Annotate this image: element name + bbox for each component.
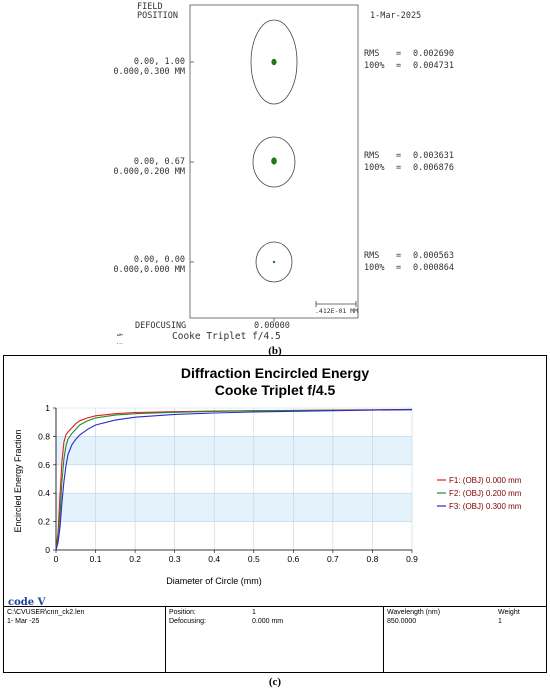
x-axis-label: Diameter of Circle (mm) xyxy=(166,576,262,586)
field-2-rms-value: 0.003631 xyxy=(413,151,454,161)
footer-divider-1 xyxy=(165,606,166,672)
footer-defocusing-label: Defocusing: xyxy=(169,618,206,625)
footer-wavelength-value: 850.0000 xyxy=(387,618,417,625)
field-1-angle: 0.00, 1.00 xyxy=(134,57,185,67)
footer-weight-value: 1 xyxy=(498,618,502,625)
field-3-airy-ellipse xyxy=(255,241,293,283)
x-tick-label: 0.8 xyxy=(367,554,379,564)
lens-title: Cooke Triplet f/4.5 xyxy=(172,331,281,342)
series-line-f3 xyxy=(55,409,413,551)
field-3-angle: 0.00, 0.00 xyxy=(134,255,185,265)
y-tick-label: 0.2 xyxy=(38,517,50,527)
x-tick-label: 0.3 xyxy=(169,554,181,564)
plot-band xyxy=(56,493,412,522)
x-tick-label: 0.5 xyxy=(248,554,260,564)
footer-defocusing-value: 0.000 mm xyxy=(252,618,284,625)
field-2-spot xyxy=(271,157,277,165)
footer-wavelength-label: Wavelength (nm) xyxy=(387,609,441,616)
field-2-airy-ellipse xyxy=(252,136,296,188)
field-3-pct-value: 0.000864 xyxy=(413,263,454,273)
caption-b: (b) xyxy=(268,345,282,357)
y-axis-label: Encircled Energy Fraction xyxy=(13,429,23,532)
spot-date: 1-Mar-2025 xyxy=(370,11,421,21)
footer-date: 1- Mar -25 xyxy=(7,618,40,625)
plot-ticks: 0 0.1 0.2 0.3 0.4 0.5 0.6 0.7 0.8 0.9 0 0.2 0.4 0.6 0.… xyxy=(38,403,418,564)
field-1-airy-ellipse xyxy=(250,19,298,105)
footer-file: C:\CVUSER\cnn_ck2.len xyxy=(7,609,85,616)
field-2-angle: 0.00, 0.67 xyxy=(134,157,185,167)
encircled-energy-panel: Diffraction Encircled Energy Cooke Tripl… xyxy=(3,355,547,673)
field-2-height: 0.000,0.200 MM xyxy=(113,167,185,177)
field-3-spot xyxy=(272,260,276,264)
legend: F1: (OBJ) 0.000 mm F2: (OBJ) 0.200 mm F3: … xyxy=(437,476,522,511)
x-tick-label: 0.2 xyxy=(129,554,141,564)
plot-band xyxy=(56,521,412,550)
y-tick-label: 0.8 xyxy=(38,431,50,441)
field-1-pct-eq: = xyxy=(396,61,401,71)
field-2-rms-eq: = xyxy=(396,151,401,161)
field-3-height: 0.000,0.000 MM xyxy=(113,265,185,275)
legend-label-f1: F1: (OBJ) 0.000 mm xyxy=(449,476,522,485)
field-2-pct-value: 0.006876 xyxy=(413,163,454,173)
field-1-pct-label: 100% xyxy=(364,61,384,71)
field-1-rms-value: 0.002690 xyxy=(413,49,454,59)
x-tick-label: 0.9 xyxy=(406,554,418,564)
x-tick-label: 0.6 xyxy=(287,554,299,564)
plot-grid xyxy=(55,407,413,551)
spot-diagram: FIELD POSITION 1-Mar-2025 0.00, 1.00 0.0… xyxy=(113,2,454,345)
field-1-pct-value: 0.004731 xyxy=(413,61,454,71)
footer-position-value: 1 xyxy=(252,609,256,616)
field-3-pct-eq: = xyxy=(396,263,401,273)
scale-bar-label: .412E-01 MM xyxy=(315,307,358,315)
codev-logo: code V xyxy=(8,597,46,608)
field-1-rms-label: RMS xyxy=(364,49,379,59)
caption-c: (c) xyxy=(268,676,282,688)
field-1-rms-eq: = xyxy=(396,49,401,59)
field-3-pct-label: 100% xyxy=(364,263,384,273)
x-tick-label: 0.1 xyxy=(90,554,102,564)
field-2-pct-label: 100% xyxy=(364,163,384,173)
side-marks: § ⋮ ⋮ xyxy=(116,333,123,345)
defocusing-value: 0.00000 xyxy=(254,321,290,331)
plot-band xyxy=(56,464,412,494)
footer-top-rule xyxy=(4,606,546,607)
footer-weight-label: Weight xyxy=(498,609,520,616)
field-3-rms-value: 0.000563 xyxy=(413,251,454,261)
encircled-energy-chart: Diffraction Encircled Energy Cooke Tripl… xyxy=(8,365,522,608)
x-tick-label: 0 xyxy=(54,554,59,564)
field-header: FIELD xyxy=(137,2,163,12)
plot-background xyxy=(56,408,412,550)
field-1-height: 0.000,0.300 MM xyxy=(113,67,185,77)
legend-label-f3: F3: (OBJ) 0.300 mm xyxy=(449,502,522,511)
field-2-rms-label: RMS xyxy=(364,151,379,161)
plot-series xyxy=(55,408,413,551)
chart-title: Diffraction Encircled Energy xyxy=(181,365,369,381)
field-3-rms-eq: = xyxy=(396,251,401,261)
field-3-rms-label: RMS xyxy=(364,251,379,261)
footer-divider-2 xyxy=(383,606,384,672)
position-header: POSITION xyxy=(137,11,178,21)
spot-diagram-canvas: FIELD POSITION 1-Mar-2025 0.00, 1.00 0.0… xyxy=(113,2,454,345)
y-tick-label: 0 xyxy=(45,545,50,555)
series-line-f2 xyxy=(55,409,413,551)
y-tick-label: 0.4 xyxy=(38,488,50,498)
plot-band xyxy=(56,436,412,465)
chart-subtitle: Cooke Triplet f/4.5 xyxy=(215,382,336,398)
x-tick-label: 0.4 xyxy=(208,554,220,564)
field-1-spot xyxy=(271,58,277,66)
footer-position-label: Position: xyxy=(169,609,196,616)
field-2-pct-eq: = xyxy=(396,163,401,173)
defocusing-label: DEFOCUSING xyxy=(135,321,186,331)
y-tick-label: 1 xyxy=(45,403,50,413)
y-tick-label: 0.6 xyxy=(38,460,50,470)
x-tick-label: 0.7 xyxy=(327,554,339,564)
legend-label-f2: F2: (OBJ) 0.200 mm xyxy=(449,489,522,498)
